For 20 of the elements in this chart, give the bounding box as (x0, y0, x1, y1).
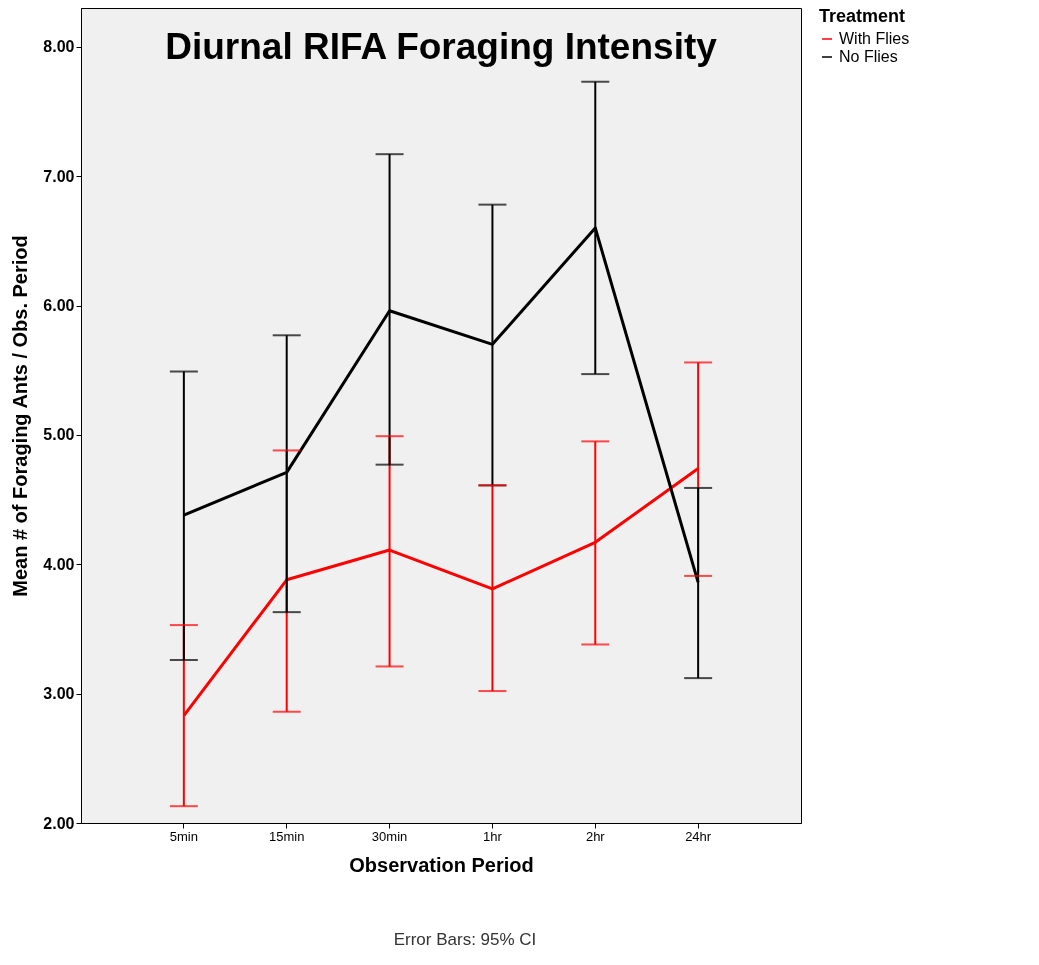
y-axis-title: Mean # of Foraging Ants / Obs. Period (9, 235, 32, 597)
x-tick-label: 15min (269, 828, 305, 844)
y-tick-label: 6.00 (43, 297, 75, 315)
x-tick-label: 30min (371, 828, 408, 844)
legend-label: With Flies (839, 30, 910, 47)
y-tick-label: 8.00 (43, 38, 75, 56)
x-tick-label: 2hr (585, 828, 606, 844)
x-tick-label: 24hr (685, 828, 712, 844)
text: Error Bars: 95% CI (392, 930, 538, 950)
y-tick-label: 2.00 (43, 814, 75, 832)
legend-title: Treatment (819, 6, 906, 26)
y-tick-label: 4.00 (43, 555, 75, 573)
y-tick-label: 3.00 (43, 685, 75, 703)
text: Diurnal RIFA Foraging Intensity (165, 26, 718, 67)
x-axis-title: Observation Period (349, 853, 534, 876)
x-tick-label: 5min (169, 828, 198, 844)
x-tick-label: 1hr (483, 828, 503, 844)
y-tick-label: 5.00 (43, 426, 75, 444)
legend-label: No Flies (839, 48, 898, 65)
y-tick-label: 7.00 (43, 167, 75, 185)
